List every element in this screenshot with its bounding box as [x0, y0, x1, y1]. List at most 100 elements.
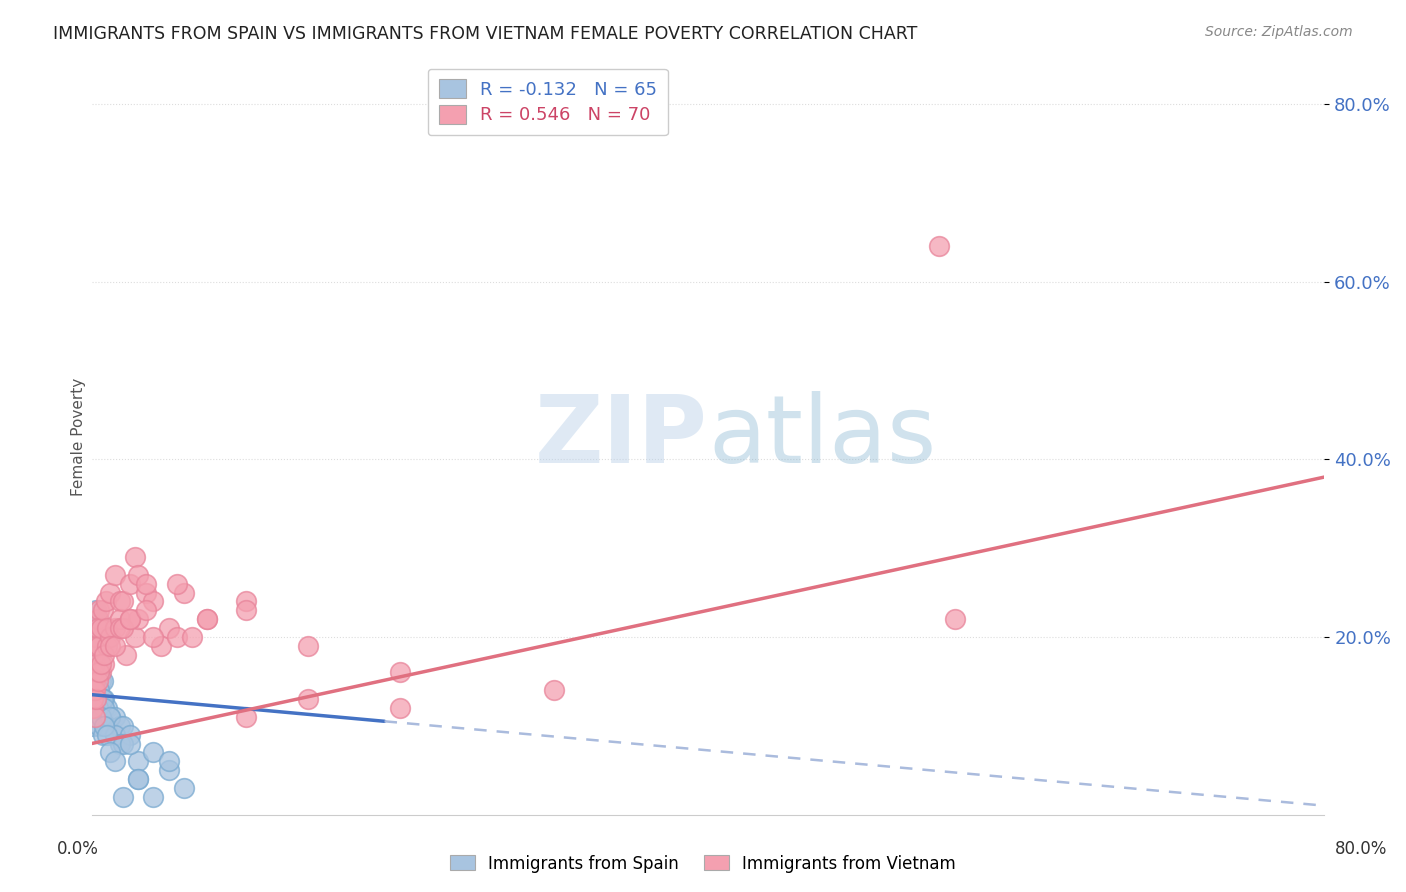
- Point: [82, 665, 104, 680]
- Point: [86, 710, 108, 724]
- Point: [157, 754, 180, 768]
- Point: [93, 719, 115, 733]
- Point: [135, 603, 157, 617]
- Point: [83, 648, 105, 662]
- Point: [120, 612, 142, 626]
- Point: [388, 701, 411, 715]
- Point: [111, 789, 134, 804]
- Text: 0.0%: 0.0%: [56, 840, 98, 858]
- Point: [135, 585, 157, 599]
- Point: [87, 692, 110, 706]
- Point: [166, 630, 188, 644]
- Point: [96, 728, 118, 742]
- Point: [142, 789, 165, 804]
- Point: [127, 772, 149, 786]
- Point: [82, 692, 104, 706]
- Text: IMMIGRANTS FROM SPAIN VS IMMIGRANTS FROM VIETNAM FEMALE POVERTY CORRELATION CHAR: IMMIGRANTS FROM SPAIN VS IMMIGRANTS FROM…: [53, 25, 918, 43]
- Point: [104, 754, 127, 768]
- Text: Source: ZipAtlas.com: Source: ZipAtlas.com: [1205, 25, 1353, 39]
- Text: ZIP: ZIP: [536, 391, 709, 483]
- Point: [142, 630, 165, 644]
- Point: [86, 692, 108, 706]
- Point: [142, 594, 165, 608]
- Point: [98, 710, 121, 724]
- Point: [82, 665, 104, 680]
- Point: [87, 621, 110, 635]
- Point: [173, 780, 195, 795]
- Point: [86, 692, 108, 706]
- Point: [86, 683, 108, 698]
- Point: [928, 239, 950, 253]
- Point: [104, 710, 127, 724]
- Point: [89, 683, 111, 698]
- Point: [82, 692, 104, 706]
- Point: [120, 612, 142, 626]
- Point: [96, 701, 118, 715]
- Point: [96, 639, 118, 653]
- Point: [297, 639, 319, 653]
- Point: [388, 665, 411, 680]
- Point: [150, 639, 173, 653]
- Point: [124, 630, 146, 644]
- Point: [157, 763, 180, 777]
- Point: [111, 737, 134, 751]
- Point: [142, 745, 165, 759]
- Point: [235, 594, 257, 608]
- Point: [98, 630, 121, 644]
- Text: atlas: atlas: [709, 391, 936, 483]
- Point: [124, 549, 146, 564]
- Point: [86, 639, 108, 653]
- Point: [235, 710, 257, 724]
- Point: [83, 657, 105, 671]
- Point: [87, 674, 110, 689]
- Point: [83, 657, 105, 671]
- Point: [120, 728, 142, 742]
- Point: [82, 710, 104, 724]
- Point: [83, 648, 105, 662]
- Point: [87, 612, 110, 626]
- Point: [82, 701, 104, 715]
- Point: [90, 621, 112, 635]
- Point: [943, 612, 966, 626]
- Legend: R = -0.132   N = 65, R = 0.546   N = 70: R = -0.132 N = 65, R = 0.546 N = 70: [427, 69, 668, 136]
- Point: [86, 630, 108, 644]
- Point: [127, 772, 149, 786]
- Point: [89, 665, 111, 680]
- Point: [86, 710, 108, 724]
- Legend: Immigrants from Spain, Immigrants from Vietnam: Immigrants from Spain, Immigrants from V…: [443, 848, 963, 880]
- Point: [127, 612, 149, 626]
- Point: [86, 701, 108, 715]
- Point: [83, 674, 105, 689]
- Point: [87, 612, 110, 626]
- Point: [120, 737, 142, 751]
- Point: [93, 657, 115, 671]
- Point: [90, 665, 112, 680]
- Point: [83, 674, 105, 689]
- Point: [83, 683, 105, 698]
- Point: [91, 603, 114, 617]
- Y-axis label: Female Poverty: Female Poverty: [72, 378, 86, 496]
- Point: [87, 639, 110, 653]
- Point: [173, 585, 195, 599]
- Point: [98, 745, 121, 759]
- Point: [111, 621, 134, 635]
- Point: [96, 719, 118, 733]
- Point: [82, 683, 104, 698]
- Point: [111, 719, 134, 733]
- Point: [83, 710, 105, 724]
- Point: [543, 683, 565, 698]
- Point: [83, 683, 105, 698]
- Point: [90, 701, 112, 715]
- Point: [120, 576, 142, 591]
- Point: [135, 576, 157, 591]
- Point: [111, 594, 134, 608]
- Point: [94, 594, 117, 608]
- Point: [108, 719, 131, 733]
- Point: [108, 621, 131, 635]
- Point: [83, 674, 105, 689]
- Point: [96, 621, 118, 635]
- Point: [89, 665, 111, 680]
- Point: [90, 701, 112, 715]
- Point: [91, 728, 114, 742]
- Point: [83, 683, 105, 698]
